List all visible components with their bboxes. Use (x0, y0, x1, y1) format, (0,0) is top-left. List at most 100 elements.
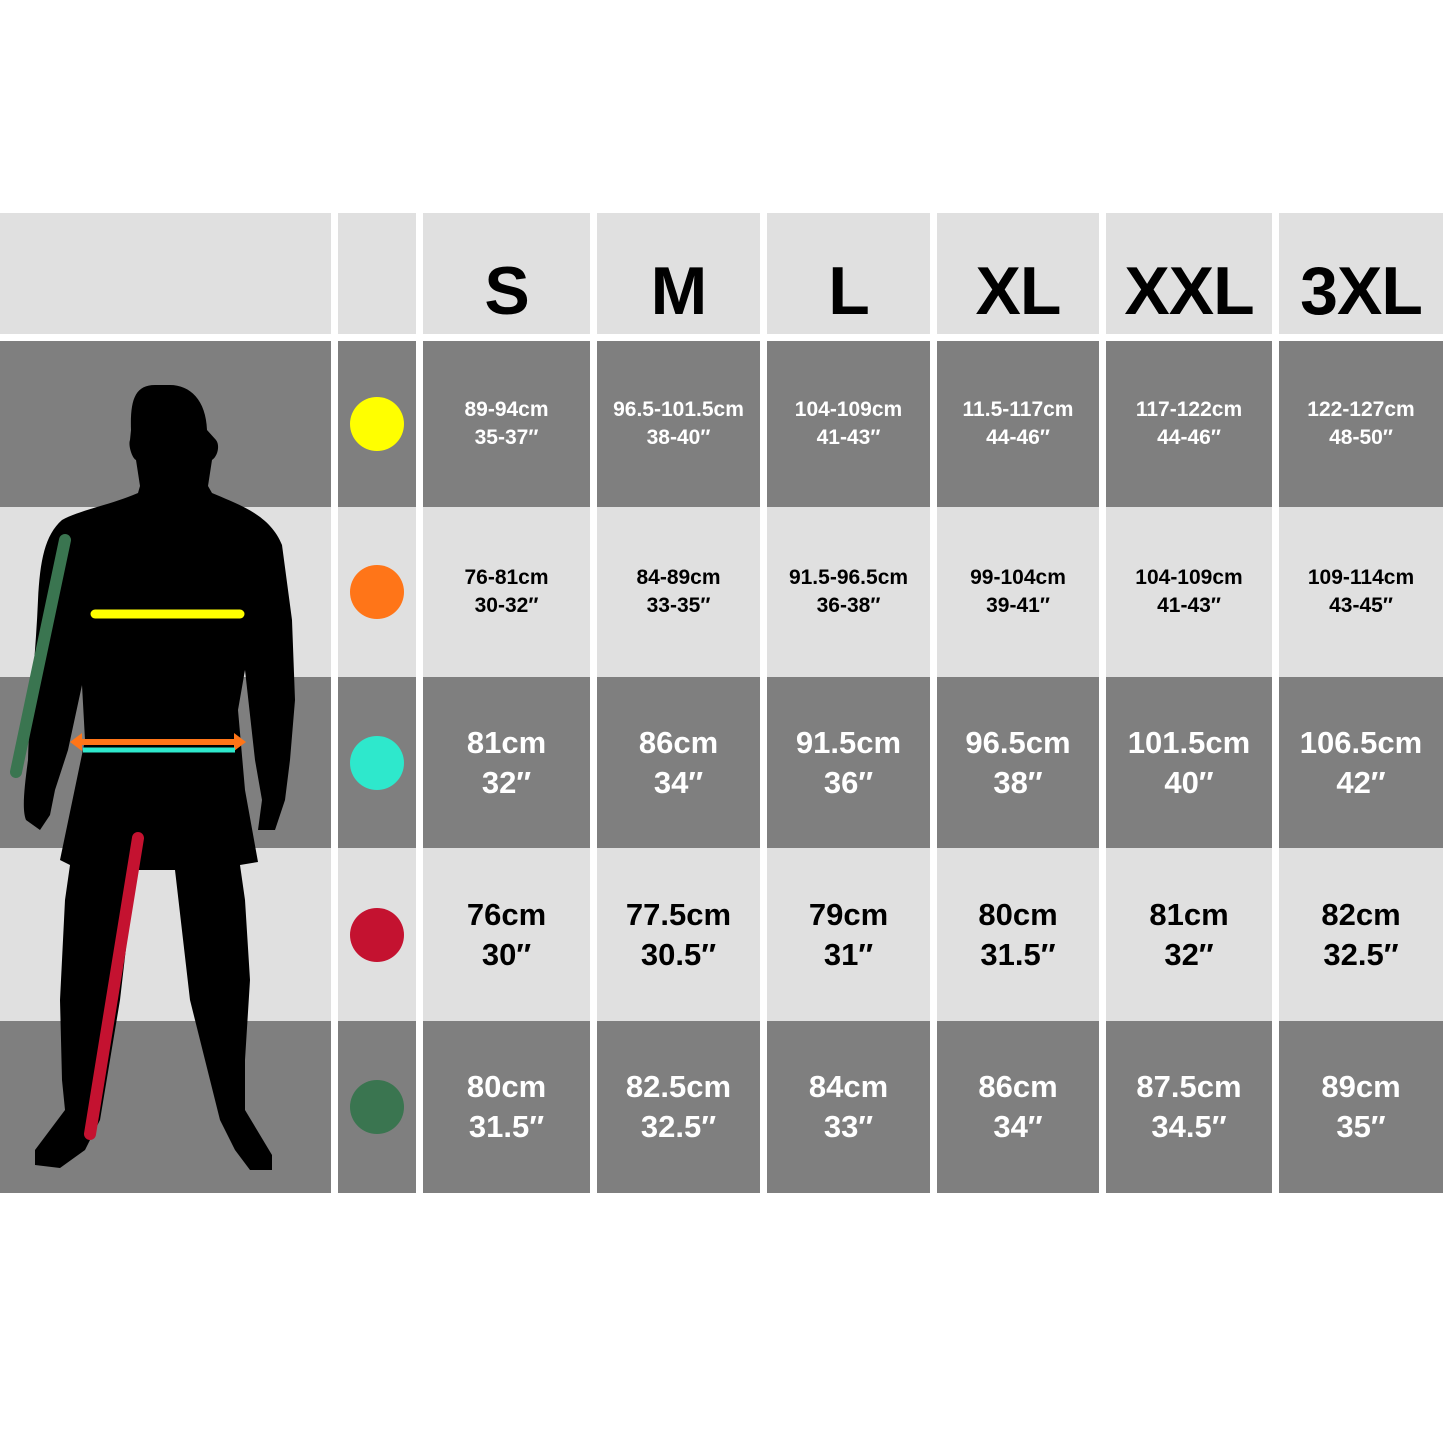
measurement-cm: 89cm (1321, 1069, 1401, 1104)
measurement-in: 32″ (481, 764, 532, 800)
measurement-in: 32.5″ (640, 1109, 717, 1144)
measurement-cell: 109-114cm 43-45″ (1279, 507, 1443, 677)
measurement-cell: 80cm 31.5″ (423, 1021, 590, 1193)
measurement-cell: 122-127cm 48-50″ (1279, 341, 1443, 507)
measurement-in: 31″ (823, 936, 874, 972)
measurement-cell: 89-94cm 35-37″ (423, 341, 590, 507)
silhouette-icon (23, 385, 295, 1170)
measurement-cell: 82cm 32.5″ (1279, 848, 1443, 1021)
measurement-in: 39-41″ (986, 594, 1050, 617)
measurement-in: 34″ (653, 764, 704, 800)
measurement-cm: 101.5cm (1127, 724, 1251, 760)
measurement-in: 32″ (1164, 936, 1214, 972)
marker-cell (338, 341, 416, 507)
measurement-in: 31.5″ (980, 936, 1056, 972)
measurement-cell: 99-104cm 39-41″ (937, 507, 1099, 677)
inseam-measure-line (84, 832, 144, 1140)
waist-circle-arrows-icon (350, 565, 404, 619)
size-header-m: M (597, 213, 760, 334)
measurement-cell: 101.5cm 40″ (1106, 677, 1272, 848)
measurement-cell: 84cm 33″ (767, 1021, 930, 1193)
measurement-cell: 89cm 35″ (1279, 1021, 1443, 1193)
measurement-cm: 117-122cm (1135, 398, 1243, 421)
measurement-cell: 86cm 34″ (597, 677, 760, 848)
measurement-cell: 81cm 32″ (1106, 848, 1272, 1021)
marker-cell (338, 507, 416, 677)
measurement-cell: 117-122cm 44-46″ (1106, 341, 1272, 507)
measurement-in: 35″ (1336, 1109, 1386, 1144)
measurement-cm: 96.5-101.5cm (613, 398, 744, 421)
waist-arrow-left-icon (70, 733, 82, 751)
measurement-in: 48-50″ (1329, 426, 1393, 449)
measurement-cell: 81cm 32″ (423, 677, 590, 848)
waist-arrow-right-icon (234, 733, 246, 751)
measurement-cell: 106.5cm 42″ (1279, 677, 1443, 848)
measurement-cm: 86cm (978, 1069, 1058, 1104)
header-blank-cell (0, 213, 331, 334)
measurement-cm: 82cm (1321, 896, 1401, 932)
measurement-cm: 122-127cm (1307, 398, 1415, 421)
measurement-cell: 76-81cm 30-32″ (423, 507, 590, 677)
measurement-cm: 99-104cm (970, 566, 1066, 589)
measurement-in: 36″ (823, 764, 874, 800)
measurement-in: 44-46″ (1157, 426, 1221, 449)
measurement-cm: 104-109cm (1135, 566, 1243, 589)
measurement-in: 35-37″ (474, 426, 539, 449)
header-marker-cell (338, 213, 416, 334)
measurement-in: 33-35″ (646, 594, 711, 617)
body-silhouette-figure (10, 385, 295, 1170)
marker-cell (338, 677, 416, 848)
measurement-cm: 76-81cm (464, 566, 549, 589)
measurement-cm: 86cm (638, 724, 719, 760)
measurement-cell: 104-109cm 41-43″ (767, 341, 930, 507)
measurement-cm: 11.5-117cm (962, 398, 1074, 421)
measurement-cell: 104-109cm 41-43″ (1106, 507, 1272, 677)
measurement-in: 40″ (1164, 764, 1214, 800)
size-header-s: S (423, 213, 590, 334)
measurement-cm: 89-94cm (464, 398, 549, 421)
measurement-cm: 82.5cm (625, 1069, 732, 1104)
size-header-l: L (767, 213, 930, 334)
measurement-cm: 76cm (466, 896, 547, 932)
measurement-cm: 106.5cm (1299, 724, 1423, 760)
size-header-xl: XL (937, 213, 1099, 334)
measurement-in: 42″ (1336, 764, 1386, 800)
measurement-in: 32.5″ (1323, 936, 1399, 972)
measurement-cm: 91.5cm (795, 724, 902, 760)
measurement-cell: 76cm 30″ (423, 848, 590, 1021)
measurement-cell: 79cm 31″ (767, 848, 930, 1021)
measurement-in: 30-32″ (474, 594, 539, 617)
marker-cell (338, 848, 416, 1021)
sleeve-circle-icon (350, 1080, 404, 1134)
measurement-cm: 96.5cm (965, 724, 1071, 760)
measurement-cm: 79cm (808, 896, 889, 932)
measurement-cell: 87.5cm 34.5″ (1106, 1021, 1272, 1193)
measurement-in: 30″ (481, 936, 532, 972)
measurement-in: 34″ (993, 1109, 1043, 1144)
measurement-cm: 77.5cm (625, 896, 732, 932)
measurement-cell: 77.5cm 30.5″ (597, 848, 760, 1021)
inseam-circle-icon (350, 907, 404, 962)
measurement-in: 33″ (823, 1109, 874, 1144)
measurement-cell: 96.5-101.5cm 38-40″ (597, 341, 760, 507)
measurement-cm: 81cm (466, 724, 547, 760)
measurement-cm: 84-89cm (636, 566, 721, 589)
measurement-cell: 84-89cm 33-35″ (597, 507, 760, 677)
measurement-cell: 91.5-96.5cm 36-38″ (767, 507, 930, 677)
measurement-cm: 80cm (466, 1069, 547, 1104)
sleeve-measure-line (10, 534, 71, 778)
measurement-cell: 86cm 34″ (937, 1021, 1099, 1193)
size-header-xxl: XXL (1106, 213, 1272, 334)
measurement-cm: 104-109cm (794, 398, 903, 421)
hip-circle-icon (350, 735, 404, 790)
chest-circle-icon (350, 397, 404, 451)
measurement-cm: 109-114cm (1307, 566, 1415, 589)
measurement-in: 43-45″ (1329, 594, 1393, 617)
measurement-cm: 80cm (978, 896, 1058, 932)
marker-cell (338, 1021, 416, 1193)
measurement-cell: 91.5cm 36″ (767, 677, 930, 848)
measurement-in: 34.5″ (1151, 1109, 1227, 1144)
measurement-cell: 11.5-117cm 44-46″ (937, 341, 1099, 507)
figure-background-cell (0, 848, 331, 1021)
measurement-in: 36-38″ (816, 594, 881, 617)
